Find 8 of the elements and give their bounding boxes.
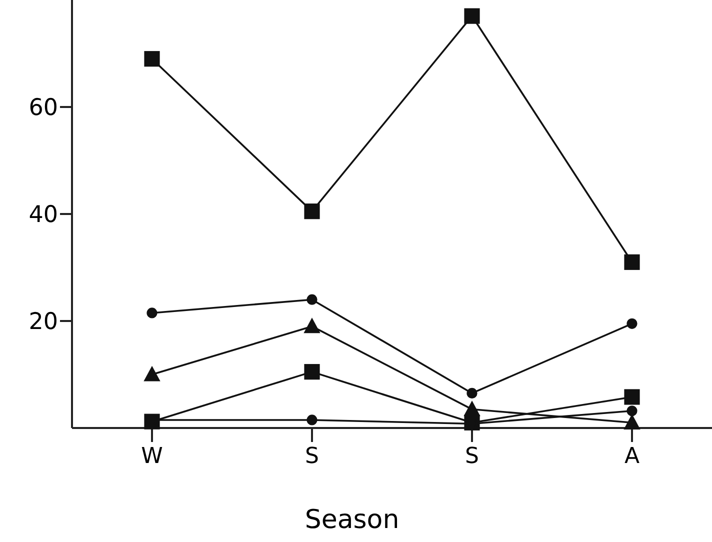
- y-tick-label: 60: [28, 95, 58, 122]
- x-tick-label: S: [305, 444, 319, 469]
- x-axis-title: Season: [304, 505, 400, 535]
- x-tick-label: W: [141, 444, 164, 469]
- y-tick-label: 20: [28, 309, 58, 336]
- y-tick-label: 40: [28, 202, 58, 228]
- x-tick-label: A: [624, 444, 640, 469]
- x-tick-label: S: [465, 444, 479, 469]
